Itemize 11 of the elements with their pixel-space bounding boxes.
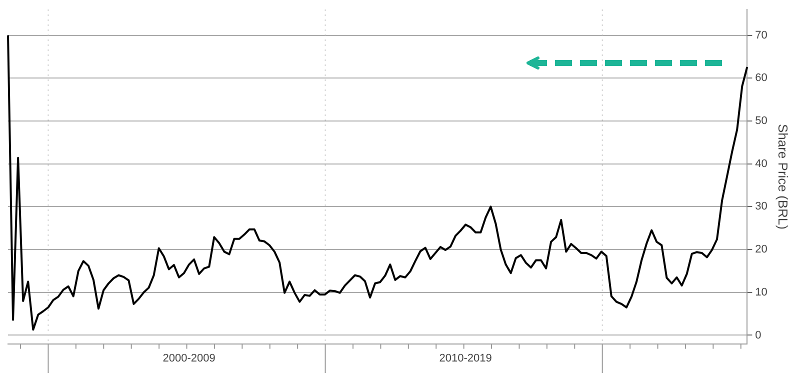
x-tick-label: 2000-2009 — [162, 352, 216, 364]
y-tick-label: 60 — [755, 72, 768, 84]
y-tick-label: 70 — [755, 29, 768, 42]
y-tick-label: 50 — [755, 115, 768, 128]
y-tick-label: 0 — [755, 329, 762, 342]
y-tick-label: 40 — [755, 158, 768, 170]
y-axis-title: Share Price (BRL) — [776, 124, 791, 230]
y-tick-label: 30 — [755, 200, 768, 213]
y-tick-label: 20 — [755, 244, 768, 256]
y-tick-label: 10 — [755, 286, 768, 298]
x-tick-label: 2010-2019 — [439, 352, 492, 364]
